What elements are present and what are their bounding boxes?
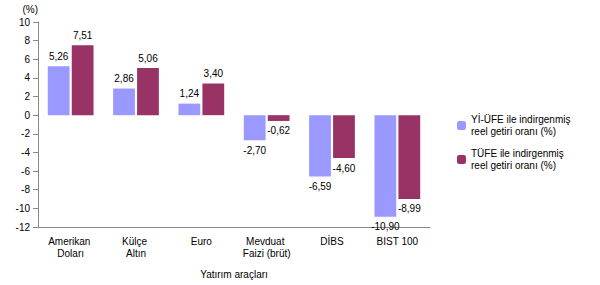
svg-text:DİBS: DİBS bbox=[320, 235, 344, 247]
svg-text:5,06: 5,06 bbox=[138, 53, 158, 64]
svg-text:-4: -4 bbox=[21, 147, 30, 158]
svg-text:-8: -8 bbox=[21, 184, 30, 195]
svg-text:-6,59: -6,59 bbox=[309, 181, 332, 192]
svg-text:4: 4 bbox=[24, 72, 30, 83]
svg-text:Faizi (brüt): Faizi (brüt) bbox=[243, 248, 291, 259]
svg-text:7,51: 7,51 bbox=[73, 30, 93, 41]
svg-text:-2,70: -2,70 bbox=[243, 145, 266, 156]
svg-text:-10,90: -10,90 bbox=[371, 221, 400, 232]
svg-text:reel getiri oranı (%): reel getiri oranı (%) bbox=[471, 160, 556, 171]
svg-text:2: 2 bbox=[24, 91, 30, 102]
svg-text:Amerikan: Amerikan bbox=[48, 236, 93, 247]
svg-text:3,40: 3,40 bbox=[204, 68, 224, 79]
svg-text:0: 0 bbox=[24, 110, 30, 121]
svg-text:8: 8 bbox=[24, 35, 30, 46]
svg-text:1,24: 1,24 bbox=[180, 88, 200, 99]
svg-text:Mevduat: Mevduat bbox=[246, 236, 287, 247]
svg-text:5,26: 5,26 bbox=[49, 51, 69, 62]
svg-text:-0,62: -0,62 bbox=[267, 125, 290, 136]
svg-text:6: 6 bbox=[24, 54, 30, 65]
svg-text:Altın: Altın bbox=[126, 248, 146, 259]
svg-text:BIST 100: BIST 100 bbox=[377, 236, 419, 247]
svg-text:Külçe: Külçe bbox=[122, 236, 150, 247]
svg-text:Yatırım araçları: Yatırım araçları bbox=[200, 269, 268, 280]
svg-text:-10: -10 bbox=[16, 203, 31, 214]
svg-text:TÜFE ile indirgenmiş: TÜFE ile indirgenmiş bbox=[471, 148, 567, 159]
svg-text:-2: -2 bbox=[21, 128, 30, 139]
svg-text:10: 10 bbox=[19, 17, 31, 28]
svg-text:Yİ-ÜFE ile indirgenmiş: Yİ-ÜFE ile indirgenmiş bbox=[471, 113, 573, 125]
svg-text:(%): (%) bbox=[22, 4, 38, 15]
svg-text:reel getiri oranı (%): reel getiri oranı (%) bbox=[471, 126, 556, 137]
svg-text:-8,99: -8,99 bbox=[398, 203, 421, 214]
svg-text:Doları: Doları bbox=[57, 248, 84, 259]
svg-text:-6: -6 bbox=[21, 166, 30, 177]
svg-text:-12: -12 bbox=[16, 222, 31, 233]
svg-text:2,86: 2,86 bbox=[114, 73, 134, 84]
svg-text:Euro: Euro bbox=[191, 236, 213, 247]
svg-text:-4,60: -4,60 bbox=[333, 163, 356, 174]
